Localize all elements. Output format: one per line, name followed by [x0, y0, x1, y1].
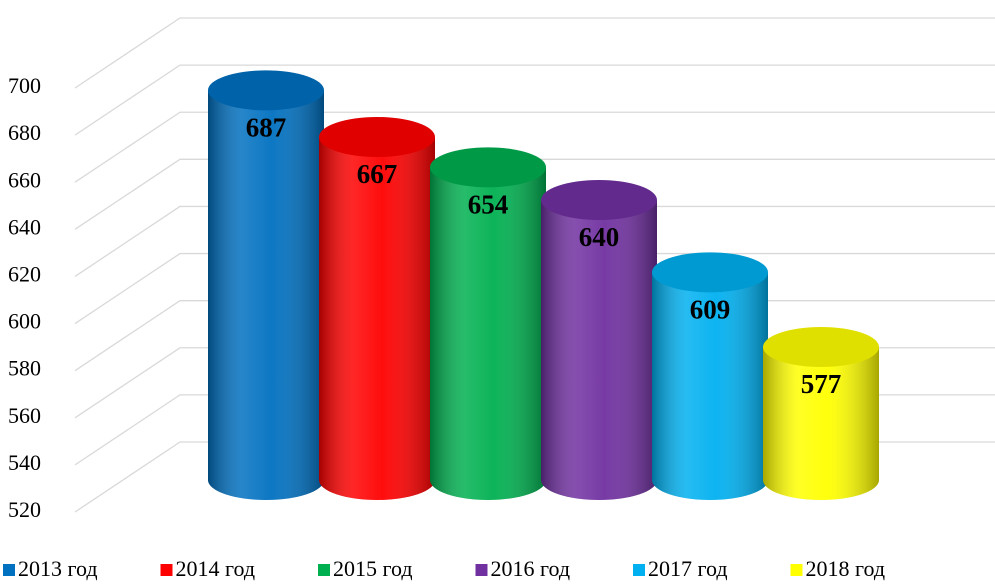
bar-top	[430, 147, 546, 188]
bar-top	[208, 70, 324, 111]
bar-top-shade	[541, 180, 657, 220]
bar-top-shade	[430, 147, 546, 188]
bar-shade	[541, 200, 657, 500]
y-tick-label: 540	[8, 450, 41, 475]
value-label: 687	[246, 113, 287, 143]
value-label: 577	[801, 369, 842, 399]
bar-shade	[208, 90, 324, 500]
legend-label: 2016 год	[491, 556, 571, 581]
bar-top	[652, 252, 768, 293]
legend-swatch	[3, 564, 15, 576]
value-label: 609	[690, 295, 731, 325]
legend-swatch	[790, 564, 803, 576]
bar-shade	[319, 137, 435, 500]
grid-line	[74, 111, 995, 183]
bar-shade	[652, 272, 768, 500]
bar-shade	[763, 347, 879, 500]
bar-top	[763, 327, 879, 367]
value-label: 667	[357, 159, 398, 189]
y-tick-label: 580	[8, 356, 41, 381]
value-label: 640	[579, 222, 620, 252]
grid-line	[74, 158, 995, 230]
bar-top-shade	[208, 70, 324, 111]
legend-label: 2015 год	[333, 556, 413, 581]
bar-top-shade	[319, 117, 435, 157]
y-tick-label: 700	[8, 73, 41, 98]
y-tick-label: 560	[8, 403, 41, 428]
legend-label: 2014 год	[176, 556, 256, 581]
value-label: 654	[468, 190, 509, 220]
legend-swatch	[160, 564, 173, 576]
y-tick-label: 680	[8, 120, 41, 145]
bar-top	[319, 117, 435, 157]
bar-top-shade	[763, 327, 879, 367]
grid-line	[74, 64, 995, 136]
grid-line	[74, 205, 995, 277]
bar-shade	[430, 167, 546, 500]
bar-top	[541, 180, 657, 220]
y-tick-label: 660	[8, 167, 41, 192]
y-tick-label: 520	[8, 497, 41, 522]
y-tick-label: 600	[8, 309, 41, 334]
legend-label: 2018 год	[806, 556, 886, 581]
legend-label: 2013 год	[18, 556, 98, 581]
grid-line	[74, 17, 995, 89]
y-tick-label: 620	[8, 261, 41, 286]
legend-swatch	[633, 564, 645, 576]
legend-label: 2017 год	[648, 556, 728, 581]
legend-swatch	[475, 564, 488, 576]
y-tick-label: 640	[8, 214, 41, 239]
legend-swatch	[318, 564, 330, 576]
bar-top-shade	[652, 252, 768, 293]
